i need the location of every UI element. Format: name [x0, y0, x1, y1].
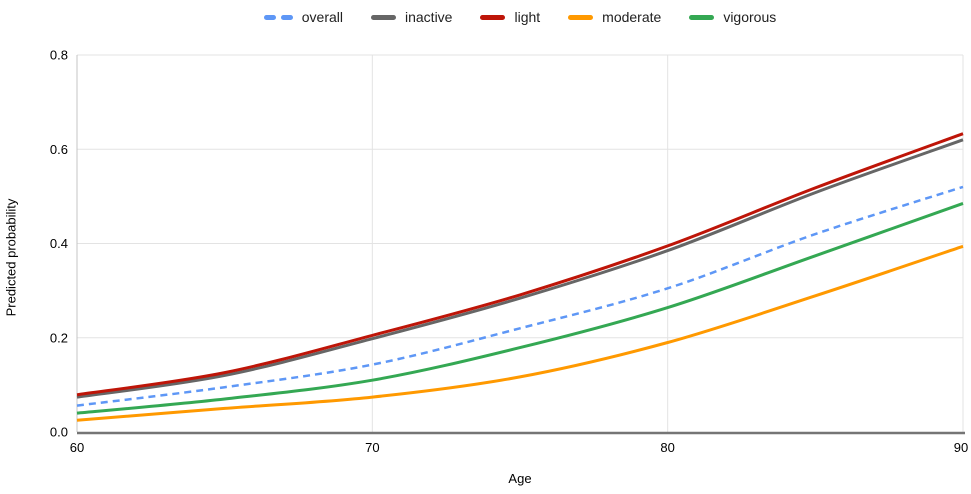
series-line-inactive [76, 138, 964, 399]
legend-label-moderate: moderate [602, 9, 662, 25]
legend-label-light: light [514, 9, 541, 25]
legend-item-moderate[interactable]: moderate [568, 10, 661, 24]
x-tick-label: 90 [954, 440, 968, 455]
x-tick-label: 60 [70, 440, 84, 455]
x-tick-label: 70 [365, 440, 379, 455]
legend-label-vigorous: vigorous [723, 9, 777, 25]
legend: overall inactive light moderate vigorous [77, 6, 963, 28]
series-line-light [76, 132, 964, 397]
y-tick-label: 0.8 [50, 48, 68, 63]
y-axis-title: Predicted probability [3, 198, 19, 317]
legend-label-overall: overall [301, 9, 343, 25]
series-line-moderate [76, 244, 964, 422]
legend-swatch-light-icon [480, 14, 506, 20]
legend-label-inactive: inactive [405, 9, 453, 25]
legend-item-light[interactable]: light [480, 10, 540, 24]
legend-swatch-inactive-icon [371, 14, 396, 20]
legend-item-vigorous[interactable]: vigorous [689, 10, 776, 24]
x-axis-title: Age [508, 471, 532, 486]
y-tick-label: 0.6 [50, 142, 68, 157]
series-line-vigorous [76, 201, 964, 415]
legend-item-overall[interactable]: overall [263, 9, 343, 25]
legend-swatch-vigorous-icon [689, 14, 715, 20]
y-tick-label: 0.4 [50, 236, 68, 251]
legend-item-inactive[interactable]: inactive [371, 10, 452, 24]
legend-swatch-overall-icon [263, 14, 293, 20]
legend-swatch-moderate-icon [568, 14, 594, 20]
y-tick-label: 0.2 [50, 330, 68, 345]
series-line-overall [76, 185, 964, 407]
x-tick-label: 80 [660, 440, 674, 455]
y-tick-label: 0.0 [50, 425, 68, 440]
